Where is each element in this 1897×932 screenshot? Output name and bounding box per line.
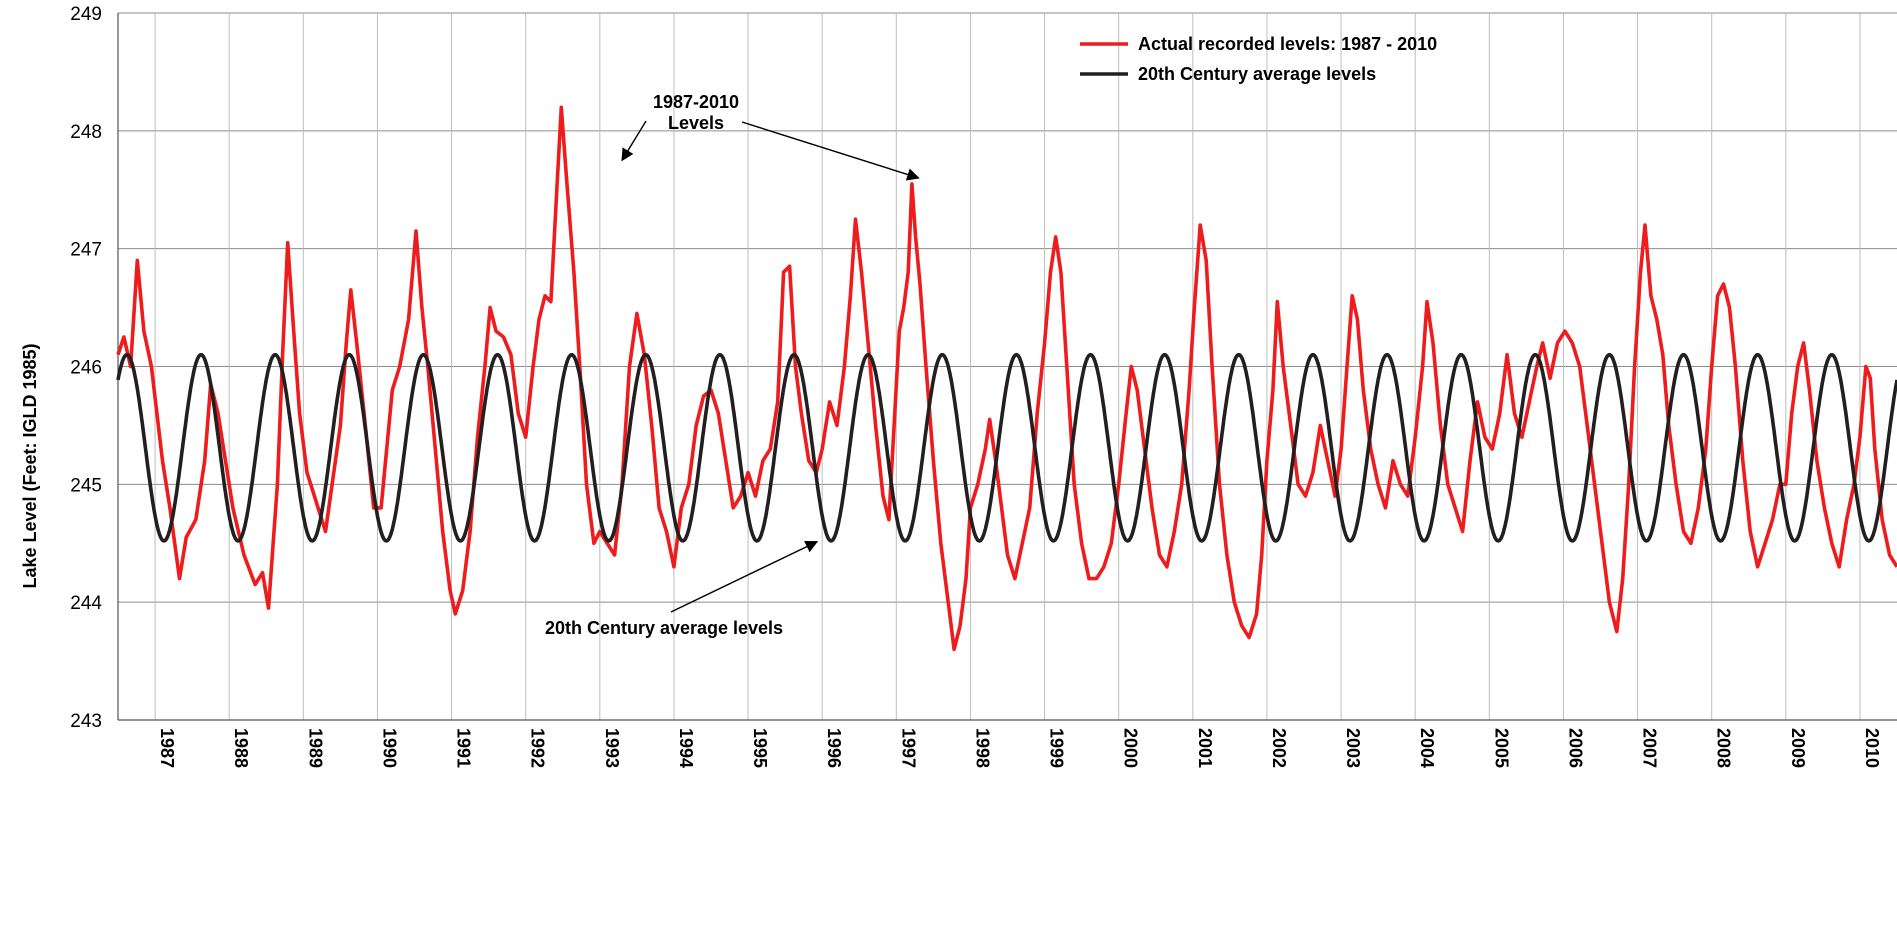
y-tick-label: 248 [70,122,102,143]
y-tick-label: 249 [70,4,102,25]
x-tick-label: 2001 [1195,728,1215,768]
x-tick-label: 1998 [972,728,992,768]
legend: Actual recorded levels: 1987 - 2010 20th … [1080,34,1437,84]
x-tick-label: 2010 [1862,728,1882,768]
legend-label: Actual recorded levels: 1987 - 2010 [1138,34,1437,54]
y-axis-ticks: 243 244 245 246 247 248 249 [70,4,102,732]
y-tick-label: 246 [70,358,102,379]
x-tick-label: 2005 [1491,728,1511,768]
x-tick-label: 1999 [1047,728,1067,768]
y-axis-title: Lake Level (Feet: IGLD 1985) [20,343,40,588]
y-tick-label: 243 [70,711,102,732]
x-tick-label: 1992 [528,728,548,768]
annotation-arrow [741,121,920,181]
legend-label: 20th Century average levels [1138,64,1376,84]
y-tick-label: 244 [70,593,102,614]
century-average-line [116,352,1897,543]
x-tick-label: 2009 [1788,728,1808,768]
x-tick-label: 2007 [1640,728,1660,768]
x-tick-label: 1989 [305,728,325,768]
x-tick-label: 2006 [1565,728,1585,768]
annotation-arrow [670,540,819,613]
series [116,105,1897,652]
annotation-label: 1987-2010 [653,92,739,112]
actual-levels-line [116,105,1897,652]
y-tick-label: 245 [70,475,102,496]
x-tick-label: 2004 [1417,728,1437,768]
annotation-arrow [621,120,647,162]
x-tick-label: 2003 [1343,728,1363,768]
x-tick-label: 2000 [1121,728,1141,768]
x-tick-label: 1996 [824,728,844,768]
x-tick-label: 1995 [750,728,770,768]
x-tick-label: 1990 [379,728,399,768]
annotation-label: Levels [668,113,724,133]
x-tick-label: 2008 [1714,728,1734,768]
x-tick-label: 1994 [676,728,696,768]
grid [117,12,1897,721]
x-tick-label: 1991 [454,728,474,768]
annotation-label: 20th Century average levels [545,618,783,638]
x-tick-label: 2002 [1269,728,1289,768]
x-tick-label: 1987 [157,728,177,768]
x-tick-label: 1997 [898,728,918,768]
x-tick-label: 1988 [231,728,251,768]
x-axis-ticks: 1987 1988 1989 1990 1991 1992 1993 1994 1995 1996… [157,728,1882,768]
x-tick-label: 1993 [602,728,622,768]
y-tick-label: 247 [70,240,102,261]
